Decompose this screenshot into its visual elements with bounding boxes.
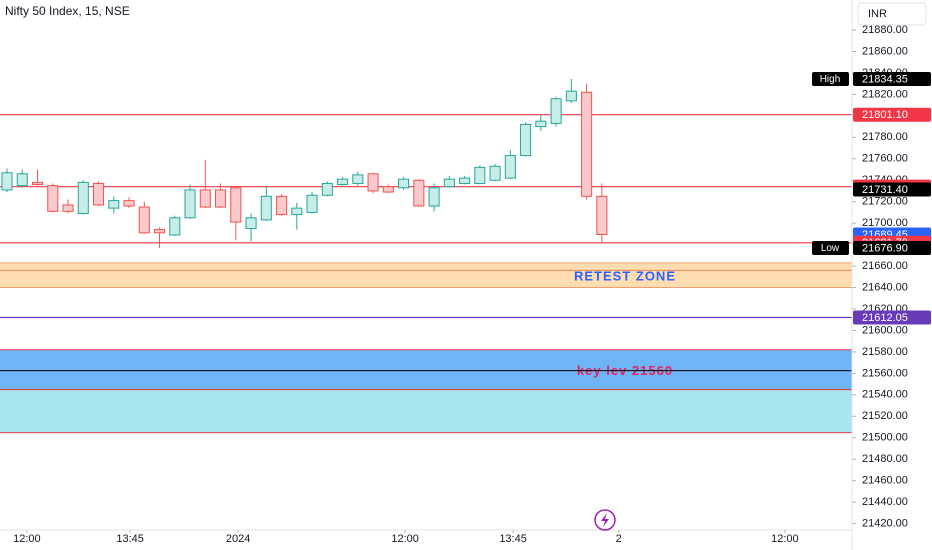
candle-body [550,98,562,124]
y-tick-label: 21520.00 [862,410,908,422]
candle-body [230,187,242,223]
zone [0,262,852,288]
y-tick-label: 21640.00 [862,281,908,293]
x-tick-label: 13:45 [499,533,527,545]
candle-body [62,204,74,212]
price-label: 21676.90 [862,242,908,254]
x-tick-label: 12:00 [13,533,41,545]
zone [0,389,852,433]
candle-body [352,174,364,184]
price-label-bg [853,107,931,122]
candle-body [123,200,135,207]
candle-body [184,189,196,219]
price-label-bg [853,182,931,197]
candle-body [169,217,181,236]
candle-body [428,187,440,207]
candle-body [321,182,333,196]
candle-body [92,182,105,206]
price-tag: Low [821,243,840,254]
y-tick-label: 21820.00 [862,88,908,100]
candle-body [77,181,89,215]
y-tick-label: 21660.00 [862,260,908,272]
candle-body [443,178,455,188]
x-tick-label: 2 [616,533,622,545]
y-tick-label: 21500.00 [862,432,908,444]
events-icon-bolt [601,513,609,527]
y-tick-label: 21880.00 [862,24,908,36]
price-tag-bg [812,240,849,255]
candle-body [413,179,425,207]
y-tick-label: 21420.00 [862,517,908,529]
candle-body [306,194,318,213]
candle-body [535,120,547,128]
candle-body [382,186,394,193]
candle-body [1,172,13,191]
candle-body [31,181,44,186]
candle-body [154,229,166,234]
candle-body [504,155,516,179]
candle-body [199,189,211,208]
price-label-bg [853,240,931,255]
price-label: 21731.40 [862,184,908,196]
y-tick-label: 21460.00 [862,475,908,487]
chart-title: Nifty 50 Index, 15, NSE [5,4,130,18]
y-tick-label: 21540.00 [862,389,908,401]
candle-body [459,177,471,184]
y-tick-label: 21600.00 [862,324,908,336]
candle-body [581,91,593,197]
candle-body [398,178,410,189]
x-tick-label: 2024 [226,533,250,545]
price-tag: High [820,74,841,85]
candle-body [337,178,349,186]
y-tick-label: 21760.00 [862,153,908,165]
x-tick-label: 12:00 [771,533,799,545]
candle-body [245,217,257,230]
candle-body [520,123,532,157]
y-tick-label: 21780.00 [862,131,908,143]
price-label: 21801.10 [862,109,908,121]
candle-body [565,90,577,102]
y-tick-label: 21860.00 [862,45,908,57]
candle-body [138,206,150,234]
candle-body [16,173,28,187]
candle-body [474,166,486,184]
price-tag-bg [812,72,849,87]
candle-body [367,173,379,192]
price-label: 21834.35 [862,73,908,85]
y-tick-label: 21700.00 [862,217,908,229]
candle-body [215,189,227,208]
y-tick-label: 21440.00 [862,496,908,508]
zone-label: RETEST ZONE [574,269,676,284]
candle-body [47,185,59,212]
y-tick-label: 21720.00 [862,196,908,208]
currency-button[interactable] [857,2,927,26]
currency[interactable]: INR [868,8,887,20]
candle-body [489,165,501,181]
candle-body [291,207,303,216]
x-tick-label: 12:00 [391,533,419,545]
price-label-bg [853,310,931,325]
candle-body [596,195,608,235]
price-label-bg [853,72,931,87]
y-tick-label: 21480.00 [862,453,908,465]
y-tick-label: 21580.00 [862,346,908,358]
candle-body [260,195,272,221]
zone [0,349,852,390]
price-label: 21612.05 [862,312,908,324]
candle-body [276,195,288,216]
y-tick-label: 21560.00 [862,367,908,379]
x-tick-label: 13:45 [116,533,144,545]
candle-body [108,200,120,209]
